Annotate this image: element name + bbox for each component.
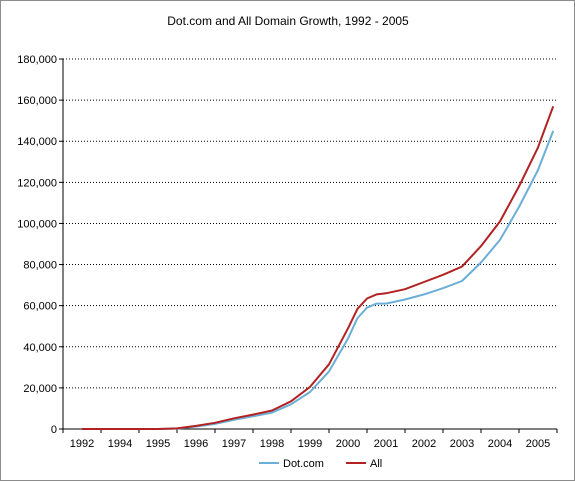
series-line-all: [82, 105, 555, 430]
y-tick-label: 40,000: [23, 342, 57, 354]
y-tick-label: 0: [51, 424, 57, 436]
y-tick-label: 20,000: [23, 383, 57, 395]
chart-title: Dot.com and All Domain Growth, 1992 - 20…: [167, 14, 409, 28]
y-tick-label: 180,000: [17, 54, 57, 66]
x-tick-label: 2002: [412, 438, 436, 450]
x-tick-label: 1992: [70, 438, 94, 450]
x-tick-label: 2001: [374, 438, 398, 450]
x-tick-label: 2005: [526, 438, 550, 450]
y-tick-label: 100,000: [17, 218, 57, 230]
x-tick-label: 1995: [146, 438, 170, 450]
x-tick-label: 1994: [108, 438, 132, 450]
legend-label: All: [370, 458, 382, 470]
y-tick-label: 60,000: [23, 301, 57, 313]
x-tick-label: 2003: [450, 438, 474, 450]
x-tick-label: 1999: [298, 438, 322, 450]
series-line-dot-com: [82, 130, 555, 430]
y-tick-label: 160,000: [17, 95, 57, 107]
x-tick-label: 1997: [222, 438, 246, 450]
x-tick-label: 1998: [260, 438, 284, 450]
y-tick-label: 140,000: [17, 136, 57, 148]
x-tick-label: 1996: [184, 438, 208, 450]
y-tick-label: 120,000: [17, 177, 57, 189]
y-tick-label: 80,000: [23, 260, 57, 272]
legend-label: Dot.com: [283, 458, 324, 470]
x-tick-label: 2004: [488, 438, 512, 450]
x-tick-label: 2000: [336, 438, 360, 450]
